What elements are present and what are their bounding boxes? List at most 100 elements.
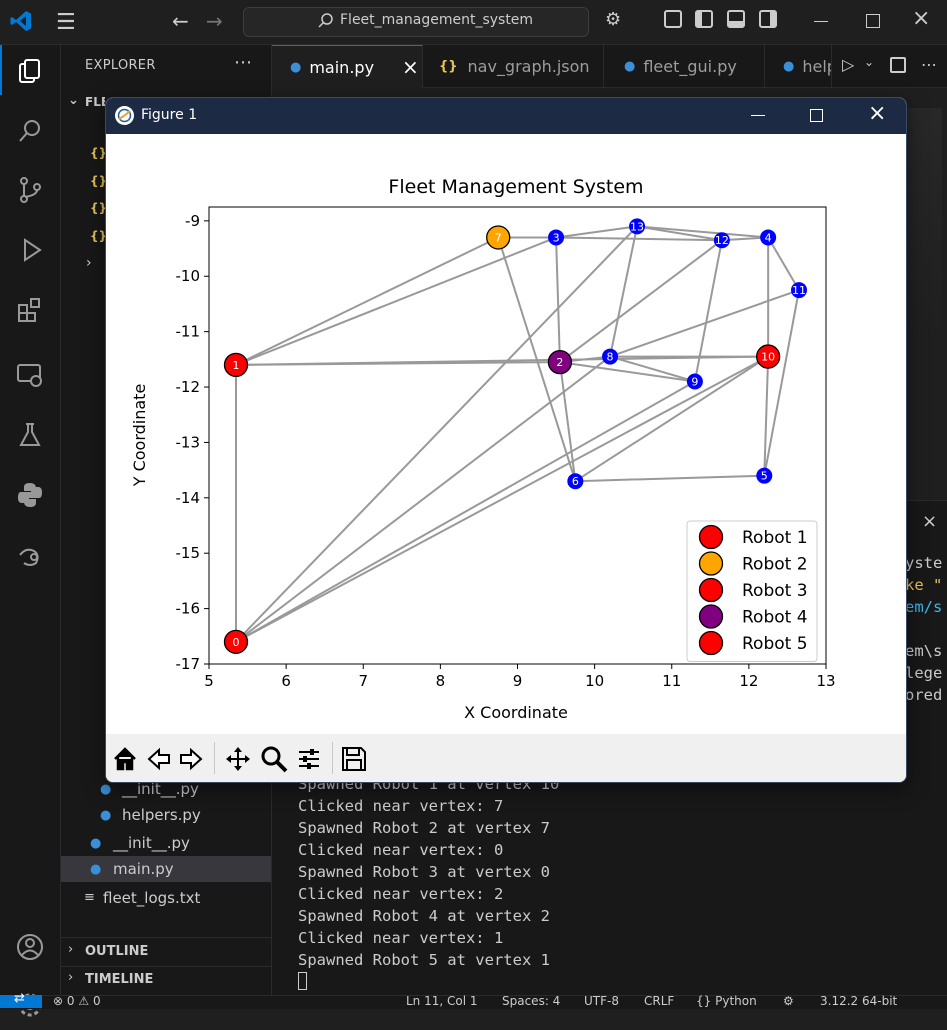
graph-vertex[interactable] [760,229,777,246]
file-item[interactable]: ● __init__.py [90,834,271,856]
python-icon[interactable] [0,470,60,520]
zoom-icon[interactable] [260,745,288,773]
graph-vertex[interactable] [713,232,730,249]
legend-marker [698,524,724,550]
tab-main-py[interactable]: ● main.py × [272,45,423,88]
configure-subplots-icon[interactable] [296,746,322,772]
close-icon[interactable]: × [912,6,931,31]
legend-label: Robot 5 [742,634,808,654]
copilot-icon[interactable]: ⚙ [605,9,622,30]
search-icon[interactable] [0,106,60,156]
cursor-position[interactable]: Ln 11, Col 1 [406,995,478,1008]
docker-icon[interactable] [0,530,60,580]
graph-vertex[interactable] [548,229,565,246]
indentation[interactable]: Spaces: 4 [502,995,561,1008]
close-icon[interactable]: × [402,55,419,79]
file-item-selected[interactable]: ● main.py [61,856,271,882]
toggle-secondary-sidebar-icon[interactable] [759,10,777,28]
text-file-icon: ≡ [84,890,95,905]
encoding[interactable]: UTF-8 [584,995,619,1008]
file-item[interactable]: ● __init__.py [100,780,271,802]
vertex-label: 2 [556,356,563,369]
toggle-panel-icon[interactable] [727,10,745,28]
robot-marker[interactable] [486,225,511,250]
graph-vertex[interactable] [567,473,584,490]
tab-helpers-py[interactable]: ● helpers.py [765,45,832,87]
y-tick-label: -17 [176,655,201,673]
file-item[interactable]: ● helpers.py [100,806,271,828]
accounts-icon[interactable] [0,922,60,972]
forward-arrow-icon[interactable]: → [206,9,223,33]
back-arrow-icon[interactable]: ← [172,9,189,33]
chevron-down-icon[interactable]: ⌄ [864,55,875,69]
line-ending[interactable]: CRLF [644,995,675,1008]
remote-indicator[interactable]: ⇄ [0,991,42,1008]
graph-edge [693,240,723,382]
minimize-icon[interactable] [814,21,828,22]
json-icon: {} [90,201,108,215]
extensions-icon[interactable] [0,285,60,335]
vscode-logo-icon[interactable] [10,10,32,32]
tab-nav-graph-json[interactable]: {} nav_graph.json [423,45,604,87]
x-tick-label: 12 [739,672,758,690]
close-icon[interactable]: × [868,101,887,126]
back-icon[interactable] [146,746,172,772]
graph-vertex[interactable] [686,373,703,390]
workspace-root[interactable]: FLEET_MANAGEMENT_SYSTEM [85,95,105,109]
graph-vertex[interactable] [791,282,808,299]
graph-vertex[interactable] [756,467,773,484]
maximize-icon[interactable] [810,109,823,122]
run-icon[interactable]: ▷ [842,55,855,74]
language-mode[interactable]: {} Python [696,995,757,1008]
chart-canvas[interactable]: Fleet Management System 01 23 456789101112… [106,134,906,734]
python-interpreter[interactable]: 3.12.2 64-bit [820,995,898,1008]
copilot-status-icon[interactable]: ⚙ [783,995,794,1008]
search-icon [318,13,333,28]
robot-marker[interactable] [223,629,249,654]
more-actions-icon[interactable]: ⋯ [234,52,252,73]
menu-icon[interactable]: ☰ [56,10,76,35]
terminal-line: Clicked near vertex: 1 [298,929,504,947]
command-center-search[interactable] [243,7,589,37]
x-tick-label: 13 [816,672,835,690]
robot-marker[interactable] [756,344,781,369]
testing-icon[interactable] [0,410,60,460]
x-tick-label: 7 [358,672,368,690]
figure-title-bar[interactable]: Figure 1 × [106,98,906,134]
toggle-sidebar-icon[interactable] [695,10,713,28]
more-actions-icon[interactable]: ⋯ [921,55,937,74]
pan-icon[interactable] [224,745,252,773]
robot-marker[interactable] [547,349,573,375]
forward-icon[interactable] [178,746,204,772]
source-control-icon[interactable] [0,165,60,215]
explorer-icon[interactable] [0,47,60,97]
outline-section[interactable]: OUTLINE [85,944,149,959]
graph-vertex[interactable] [602,348,619,365]
split-editor-icon[interactable] [890,57,906,73]
timeline-section[interactable]: TIMELINE [85,972,154,987]
python-icon: ● [783,58,795,74]
terminal-fragment: yste [905,554,943,572]
legend-label: Robot 3 [742,581,808,601]
save-icon[interactable] [341,746,367,772]
minimap[interactable] [904,108,942,338]
robot-marker[interactable] [223,352,249,378]
customize-layout-icon[interactable] [664,10,682,28]
run-debug-icon[interactable] [0,225,60,275]
chevron-right-icon[interactable]: › [86,255,92,271]
close-panel-icon[interactable]: × [922,511,938,532]
home-icon[interactable] [112,746,138,772]
x-tick-label: 9 [513,672,523,690]
json-icon: {} [439,58,458,74]
remote-explorer-icon[interactable] [0,350,60,400]
chevron-down-icon[interactable]: ⌄ [68,93,79,108]
maximize-icon[interactable] [866,14,880,28]
language-label: Python [715,995,757,1008]
tab-fleet-gui-py[interactable]: ● fleet_gui.py [604,45,765,87]
graph-vertex[interactable] [629,218,646,235]
minimize-icon[interactable] [751,115,765,116]
problems-indicator[interactable]: ⊗ 0 ⚠ 0 [53,995,101,1008]
file-name: __init__.py [122,780,199,798]
file-item[interactable]: ≡ fleet_logs.txt [84,889,271,911]
